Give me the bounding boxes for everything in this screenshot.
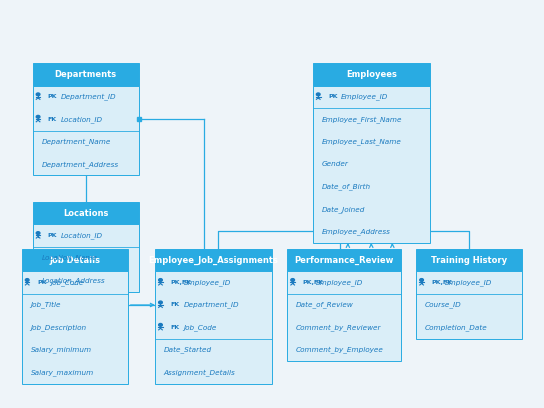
Text: Date_of_Birth: Date_of_Birth	[322, 183, 370, 190]
Text: Assignment_Details: Assignment_Details	[164, 369, 236, 376]
Circle shape	[420, 279, 423, 282]
Bar	[313, 86, 430, 243]
Text: Salary_maximum: Salary_maximum	[30, 369, 94, 376]
Text: Gender: Gender	[322, 161, 348, 167]
Bar	[416, 249, 522, 271]
Text: Employee_ID: Employee_ID	[341, 93, 388, 100]
Bar	[287, 271, 401, 361]
Text: FK: FK	[48, 117, 57, 122]
Text: Comment_by_Reviewer: Comment_by_Reviewer	[296, 324, 381, 331]
Circle shape	[291, 279, 294, 282]
Text: Department_Name: Department_Name	[41, 138, 111, 145]
Circle shape	[317, 93, 320, 96]
Text: Departments: Departments	[54, 70, 117, 79]
Text: Location_ID: Location_ID	[61, 116, 103, 123]
Text: Completion_Date: Completion_Date	[425, 324, 487, 331]
Text: PK: PK	[37, 280, 46, 285]
Text: PK: PK	[48, 233, 57, 238]
Text: Comment_by_Employee: Comment_by_Employee	[296, 346, 384, 353]
Text: Employee_Last_Name: Employee_Last_Name	[322, 138, 401, 145]
Text: PK,FK: PK,FK	[170, 280, 191, 285]
Text: Department_ID: Department_ID	[183, 302, 239, 308]
Text: Employee_ID: Employee_ID	[316, 279, 363, 286]
Bar	[22, 271, 128, 384]
Text: Location_ID: Location_ID	[61, 232, 103, 239]
Text: Department_Address: Department_Address	[41, 161, 119, 168]
Text: PK,FK: PK,FK	[302, 280, 324, 285]
Circle shape	[36, 93, 40, 96]
Circle shape	[36, 115, 40, 118]
Text: Job_Description: Job_Description	[30, 324, 86, 331]
Bar	[33, 202, 139, 224]
Text: PK: PK	[48, 94, 57, 100]
Text: Date_Started: Date_Started	[164, 346, 212, 353]
Text: Job Details: Job Details	[50, 255, 100, 265]
Text: FK: FK	[170, 325, 180, 330]
Bar	[313, 63, 430, 86]
Text: FK: FK	[170, 302, 180, 308]
Text: Employee_Address: Employee_Address	[322, 228, 391, 235]
Text: Department_ID: Department_ID	[61, 93, 116, 100]
Text: Locations: Locations	[63, 208, 108, 218]
Circle shape	[159, 301, 162, 304]
Text: PK,FK: PK,FK	[431, 280, 453, 285]
Text: PK: PK	[328, 94, 337, 100]
Bar	[33, 63, 139, 86]
Text: Date_of_Review: Date_of_Review	[296, 302, 354, 308]
Bar	[33, 86, 139, 175]
Text: Training History: Training History	[431, 255, 507, 265]
Bar	[155, 271, 272, 384]
Text: Location_Address: Location_Address	[41, 277, 105, 284]
Text: Employee_ID: Employee_ID	[183, 279, 231, 286]
Circle shape	[159, 324, 162, 326]
Bar	[155, 249, 272, 271]
Bar	[22, 249, 128, 271]
Text: Salary_minimum: Salary_minimum	[30, 346, 91, 353]
Text: Employees: Employees	[346, 70, 397, 79]
Text: Location_Name: Location_Name	[41, 255, 97, 262]
Text: Date_Joined: Date_Joined	[322, 206, 365, 213]
Text: Employee_ID: Employee_ID	[444, 279, 492, 286]
Bar	[33, 224, 139, 292]
Bar	[287, 249, 401, 271]
Text: Course_ID: Course_ID	[425, 302, 462, 308]
Circle shape	[36, 232, 40, 235]
Text: Employee_Job_Assignments: Employee_Job_Assignments	[149, 255, 279, 265]
Circle shape	[159, 279, 162, 282]
Text: Job_Title: Job_Title	[30, 302, 61, 308]
Circle shape	[26, 279, 29, 282]
Text: Job_Code: Job_Code	[50, 279, 83, 286]
Text: Employee_First_Name: Employee_First_Name	[322, 116, 402, 123]
Bar	[416, 271, 522, 339]
Text: Job_Code: Job_Code	[183, 324, 217, 331]
Text: Performance_Review: Performance_Review	[295, 255, 394, 265]
